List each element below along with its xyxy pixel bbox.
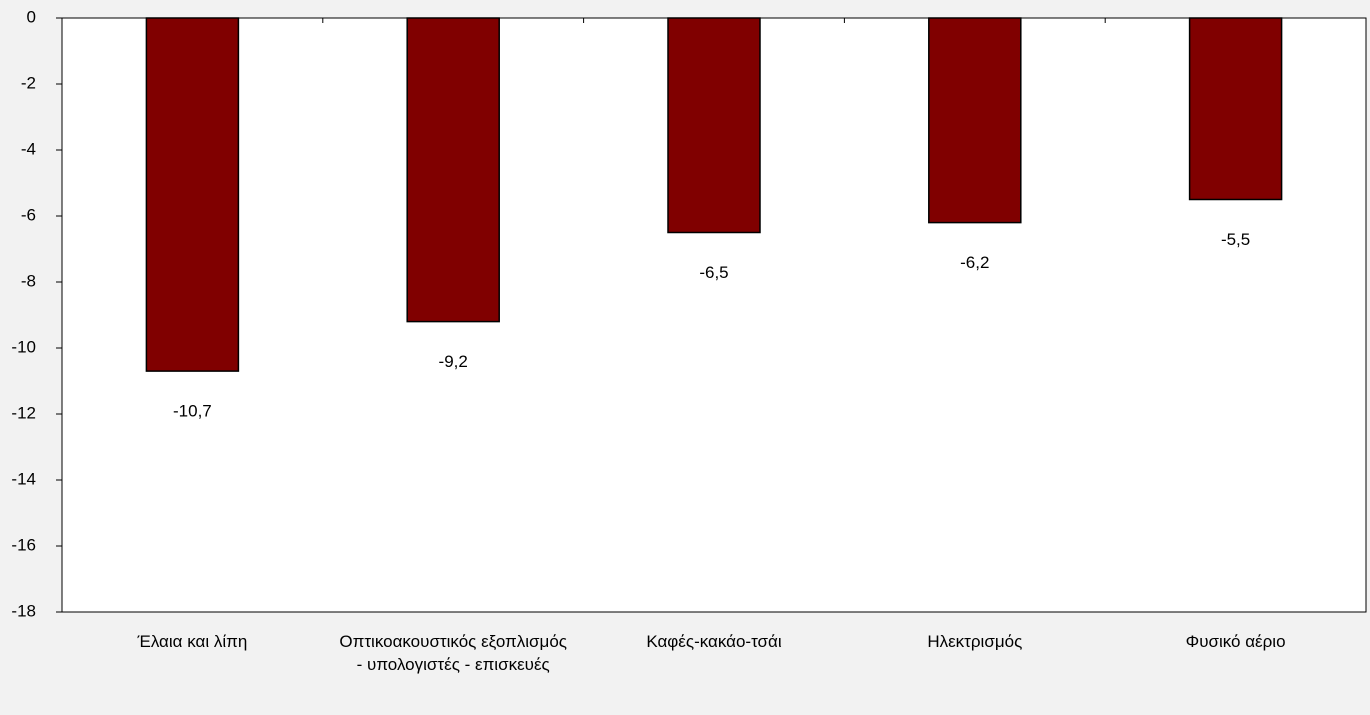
data-label: -6,5: [699, 263, 728, 282]
bar: [667, 17, 761, 234]
x-tick-label: Έλαια και λίπη: [137, 632, 248, 651]
y-tick-label: -4: [21, 139, 36, 158]
bar: [928, 17, 1022, 224]
bar: [1188, 17, 1283, 201]
data-label: -10,7: [173, 402, 212, 421]
x-tick-label: Οπτικοακουστικός εξοπλισμός - υπολογιστέ…: [339, 632, 567, 674]
x-tick-label: Καφές-κακάο-τσάι: [646, 632, 782, 651]
y-tick-label: 0: [27, 7, 36, 26]
y-tick-label: -16: [11, 535, 36, 554]
x-tick-label: Φυσικό αέριο: [1185, 632, 1286, 651]
data-label: -5,5: [1221, 230, 1250, 249]
data-label: -6,2: [960, 253, 989, 272]
data-label: -9,2: [439, 352, 468, 371]
y-tick-label: -12: [11, 403, 36, 422]
y-tick-label: -8: [21, 271, 36, 290]
y-tick-label: -18: [11, 601, 36, 620]
bar: [145, 17, 240, 372]
y-tick-label: -6: [21, 205, 36, 224]
y-tick-label: -14: [11, 469, 36, 488]
y-tick-label: -10: [11, 337, 36, 356]
x-tick-label: Ηλεκτρισμός: [927, 632, 1023, 651]
y-tick-label: -2: [21, 73, 36, 92]
bar: [406, 17, 500, 323]
